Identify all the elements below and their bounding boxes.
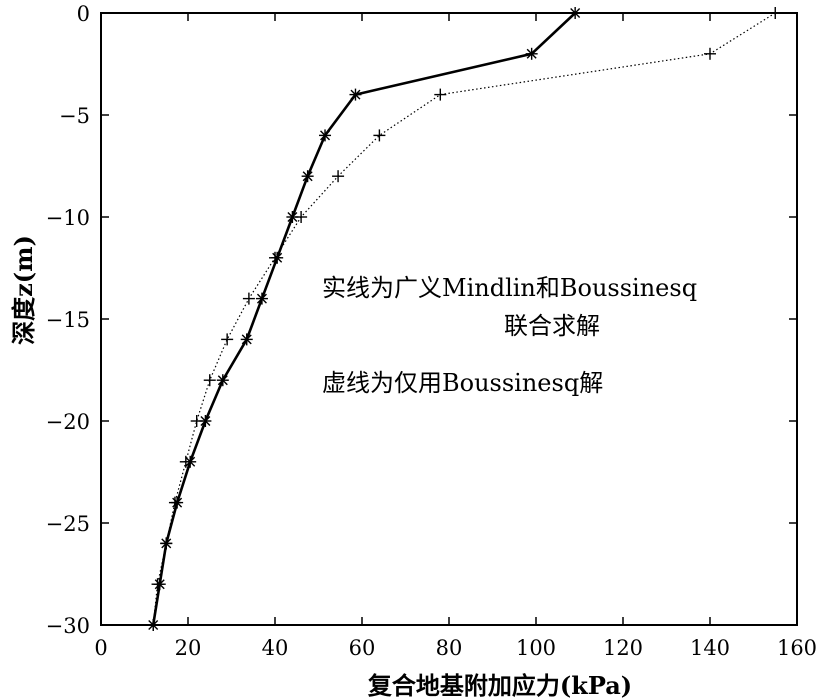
x-tick-label: 0 [94, 636, 107, 660]
series-line-dotted [152, 12, 776, 626]
marker-stroke [320, 130, 331, 141]
series-dotted [147, 7, 782, 631]
series-layer [147, 7, 782, 631]
data-point-plus [147, 619, 160, 631]
x-tick-label: 60 [349, 636, 376, 660]
y-tick-label: −10 [46, 206, 90, 230]
data-point-plus [151, 578, 164, 591]
data-point-asterisk [349, 88, 362, 101]
x-tick-label: 40 [262, 636, 289, 660]
data-point-plus [704, 47, 716, 60]
marker-stroke [570, 8, 581, 18]
data-point-plus [203, 374, 216, 387]
marker-stroke [287, 212, 298, 222]
data-point-asterisk [319, 129, 332, 142]
marker-stroke [217, 375, 228, 386]
y-tick-label: −30 [46, 614, 90, 638]
y-tick-label: −25 [46, 512, 90, 536]
y-axis-title: 深度z(m) [9, 235, 38, 345]
x-tick-label: 140 [690, 636, 730, 660]
marker-stroke [302, 171, 313, 182]
data-point-plus [179, 455, 192, 468]
data-point-plus [269, 251, 281, 264]
data-point-plus [373, 129, 386, 142]
axis-ticks: 0 20 40 60 80 100 120 140 160 0 −5 −10 −15 −20 −25 −30 [46, 2, 817, 660]
data-point-asterisk [301, 170, 314, 183]
marker-stroke [526, 48, 537, 59]
data-point-plus [221, 333, 234, 346]
plot-area-frame [100, 12, 798, 626]
data-point-plus [295, 211, 308, 223]
data-point-plus [242, 292, 255, 305]
annotation-dotted-line: 虚线为仅用Boussinesq解 [322, 369, 603, 397]
data-point-asterisk [216, 374, 229, 387]
data-point-asterisk [255, 292, 268, 305]
data-point-asterisk [240, 333, 253, 346]
data-point-plus [769, 7, 782, 19]
data-point-plus [168, 496, 181, 509]
x-tick-label: 20 [175, 636, 202, 660]
marker-stroke [256, 293, 267, 304]
marker-stroke [241, 334, 252, 345]
data-point-plus [434, 88, 447, 101]
x-tick-label: 120 [603, 636, 643, 660]
series-line-solid [151, 12, 577, 626]
marker-stroke [200, 416, 211, 426]
data-point-asterisk [569, 7, 582, 19]
marker-stroke [350, 89, 361, 100]
annotation-solid-line-cont: 联合求解 [504, 312, 600, 340]
x-tick-label: 100 [516, 636, 556, 660]
data-point-plus [190, 415, 203, 427]
y-tick-label: −5 [59, 104, 90, 128]
y-tick-label: −15 [46, 308, 90, 332]
data-point-asterisk [525, 47, 538, 60]
x-tick-label: 80 [436, 636, 463, 660]
data-point-plus [332, 170, 345, 183]
annotation-solid-line: 实线为广义Mindlin和Boussinesq [322, 274, 697, 302]
y-tick-label: 0 [77, 2, 90, 26]
x-axis-title: 复合地基附加应力(kPa) [367, 671, 632, 700]
data-point-plus [160, 537, 173, 550]
x-tick-label: 160 [777, 636, 817, 660]
y-tick-label: −20 [46, 410, 90, 434]
